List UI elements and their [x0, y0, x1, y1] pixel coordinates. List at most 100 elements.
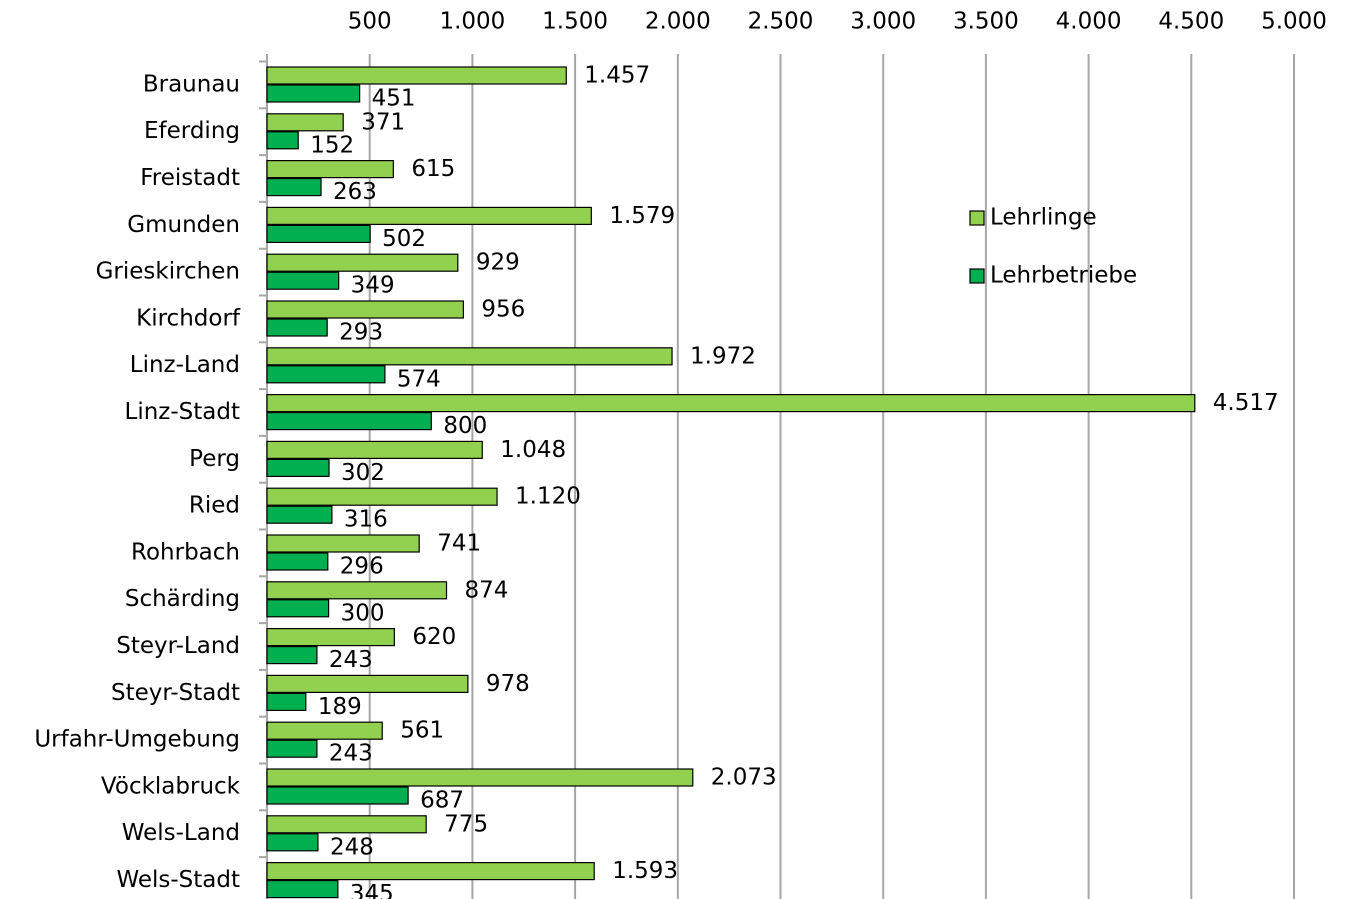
y-tick-label: Schärding [125, 586, 240, 612]
value-label: 349 [351, 273, 395, 299]
x-tick-label: 4.000 [1056, 9, 1122, 35]
y-tick-label: Steyr-Land [116, 633, 240, 659]
bar [266, 160, 394, 179]
y-tick-label: Wels-Stadt [116, 867, 240, 893]
value-label: 956 [481, 297, 525, 323]
y-tick-label: Rohrbach [131, 539, 240, 565]
bar [266, 300, 464, 319]
legend-swatch [969, 210, 985, 226]
x-tick-label: 5.000 [1261, 9, 1327, 35]
value-label: 800 [443, 413, 487, 439]
y-tick-label: Ried [189, 493, 240, 519]
x-tick-label: 500 [348, 9, 392, 35]
bar [266, 131, 299, 150]
value-label: 978 [486, 671, 530, 697]
value-label: 316 [344, 507, 388, 533]
y-tick-label: Perg [189, 446, 240, 472]
value-label: 929 [476, 250, 520, 276]
value-label: 296 [340, 554, 384, 580]
y-tick-label: Freistadt [140, 165, 240, 191]
bar [266, 318, 328, 337]
bar [266, 627, 395, 647]
bar [266, 440, 483, 459]
x-tick-label: 3.000 [850, 9, 916, 35]
bar [266, 552, 329, 571]
value-label: 2.073 [711, 765, 777, 791]
bar [266, 861, 595, 881]
value-label: 561 [400, 718, 444, 744]
bar [266, 581, 448, 600]
y-tick-label: Wels-Land [122, 820, 240, 846]
y-tick-label: Linz-Land [130, 352, 240, 378]
bar [266, 739, 318, 758]
x-tick-label: 4.500 [1158, 9, 1224, 35]
bar [266, 505, 333, 524]
y-tick-label: Braunau [143, 71, 240, 97]
y-tick-label: Steyr-Stadt [111, 680, 240, 706]
y-tick-label: Eferding [144, 118, 240, 144]
value-label: 189 [318, 694, 362, 720]
value-label: 263 [333, 179, 377, 205]
bar [266, 768, 694, 787]
value-label: 741 [437, 531, 481, 557]
value-label: 152 [310, 132, 354, 158]
bar [266, 721, 383, 740]
value-label: 1.120 [515, 484, 581, 510]
y-tick-label: Kirchdorf [136, 305, 241, 331]
value-label: 620 [412, 624, 456, 650]
bar [266, 458, 330, 477]
bar [266, 66, 567, 85]
value-label: 502 [382, 226, 426, 252]
legend-swatch [969, 268, 985, 284]
legend-label: Lehrbetriebe [990, 263, 1137, 289]
bar [266, 178, 322, 197]
value-label: 345 [350, 881, 394, 899]
x-tick-label: 2.500 [748, 9, 814, 35]
bar [266, 599, 330, 618]
value-label: 874 [465, 577, 509, 603]
y-tick-label: Linz-Stadt [125, 399, 240, 425]
bar [266, 113, 344, 132]
bar [266, 534, 420, 553]
bar [266, 786, 409, 805]
value-label: 687 [420, 788, 464, 814]
bar [266, 487, 498, 506]
y-tick-label: Urfahr-Umgebung [34, 727, 240, 753]
value-label: 371 [361, 109, 405, 135]
x-tick-label: 1.500 [542, 9, 608, 35]
bar [266, 347, 673, 366]
value-label: 243 [329, 647, 373, 673]
value-label: 293 [339, 320, 383, 346]
bar [266, 879, 339, 899]
value-label: 302 [341, 460, 385, 486]
value-label: 1.579 [609, 203, 675, 229]
bar [266, 412, 432, 431]
bar [266, 365, 386, 384]
y-tick-label: Grieskirchen [96, 259, 240, 285]
bar [266, 271, 340, 290]
bar [266, 224, 371, 243]
value-label: 1.457 [584, 63, 650, 89]
x-tick-label: 3.500 [953, 9, 1019, 35]
value-label: 1.593 [612, 858, 678, 884]
value-label: 243 [329, 741, 373, 767]
value-label: 775 [444, 811, 488, 837]
bar [266, 206, 592, 225]
value-label: 300 [341, 600, 385, 626]
bar [266, 394, 1196, 413]
bar [266, 645, 318, 665]
value-label: 451 [372, 86, 416, 112]
bar [266, 84, 361, 103]
y-tick-label: Gmunden [127, 212, 240, 238]
x-tick-label: 1.000 [439, 9, 505, 35]
value-label: 4.517 [1213, 390, 1279, 416]
bar [266, 253, 459, 272]
value-label: 615 [411, 156, 455, 182]
bar [266, 815, 427, 834]
value-label: 248 [330, 834, 374, 860]
bar [266, 692, 307, 712]
value-label: 1.972 [690, 343, 756, 369]
x-tick-label: 2.000 [645, 9, 711, 35]
bar [266, 674, 469, 694]
